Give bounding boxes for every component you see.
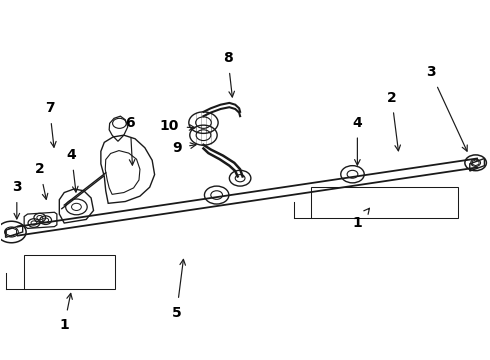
Text: 7: 7 <box>45 101 56 147</box>
Text: 2: 2 <box>35 162 48 199</box>
Text: 6: 6 <box>125 116 135 165</box>
Text: 3: 3 <box>426 66 467 151</box>
Text: 1: 1 <box>352 208 369 230</box>
Bar <box>311 187 458 218</box>
Text: 10: 10 <box>160 119 195 133</box>
Text: 4: 4 <box>352 116 362 165</box>
Bar <box>24 255 115 289</box>
Text: 2: 2 <box>387 90 400 151</box>
Text: 1: 1 <box>59 293 73 332</box>
Text: 5: 5 <box>172 259 185 320</box>
Text: 9: 9 <box>172 141 196 155</box>
Text: 4: 4 <box>67 148 78 192</box>
Text: 8: 8 <box>223 51 234 97</box>
Text: 3: 3 <box>12 180 22 219</box>
